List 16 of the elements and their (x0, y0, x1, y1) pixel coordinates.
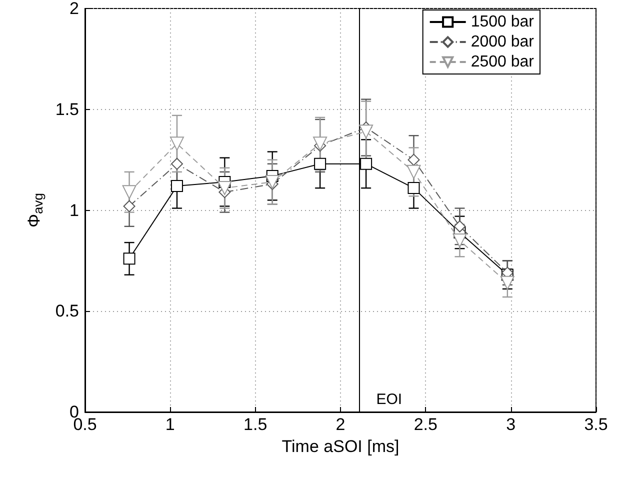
y-tick-label: 0.5 (55, 302, 79, 321)
legend-label: 2500 bar (470, 54, 535, 70)
x-tick-label: 2.5 (414, 415, 438, 434)
ref-line-label: EOI (376, 391, 402, 408)
y-tick-label: 2 (70, 0, 79, 18)
x-axis-title: Time aSOI [ms] (282, 436, 400, 456)
x-tick-label: 3.5 (584, 415, 608, 434)
y-axis-title: Φavg (24, 192, 46, 228)
x-tick-label: 3 (506, 415, 516, 434)
y-tick-label: 1.5 (55, 100, 79, 119)
legend-label: 1500 bar (470, 14, 535, 30)
x-tick-label: 1 (165, 415, 175, 434)
x-tick-label: 1.5 (244, 415, 268, 434)
legend-label: 2000 bar (470, 34, 535, 50)
x-tick-label: 2 (336, 415, 346, 434)
y-tick-label: 1 (70, 200, 79, 220)
